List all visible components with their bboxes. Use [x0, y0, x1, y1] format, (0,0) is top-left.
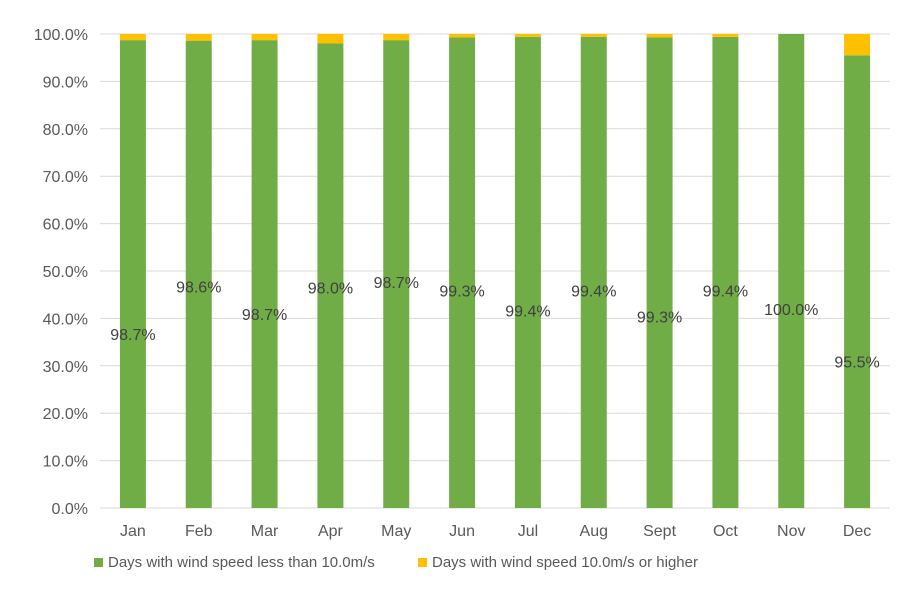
x-tick-label: Mar [251, 523, 279, 540]
data-label: 98.7% [374, 275, 419, 292]
bar-segment-below-10ms [712, 36, 739, 509]
bar-segment-below-10ms [514, 36, 541, 509]
y-tick-label: 80.0% [43, 122, 88, 139]
data-labels: 98.7% 98.6% 98.7% 98.0% 98.7% 99.3% 99.4% 99.4%… [110, 275, 880, 372]
bar-segment-10ms-or-higher [185, 34, 212, 41]
bar-segment-10ms-or-higher [317, 34, 344, 44]
bar-segment-below-10ms [251, 40, 278, 509]
x-tick-label: Apr [318, 523, 344, 540]
legend-swatch [94, 558, 103, 567]
data-label: 95.5% [834, 355, 879, 372]
bar-segment-below-10ms [844, 55, 871, 508]
x-tick-label: Aug [580, 523, 608, 540]
y-tick-label: 10.0% [43, 454, 88, 471]
y-tick-label: 40.0% [43, 311, 88, 328]
data-label: 98.6% [176, 279, 221, 296]
y-tick-label: 90.0% [43, 74, 88, 91]
data-label: 100.0% [764, 302, 818, 319]
data-label: 98.7% [110, 327, 155, 344]
y-tick-label: 70.0% [43, 169, 88, 186]
bar-segment-10ms-or-higher [712, 34, 739, 37]
data-label: 99.3% [439, 284, 484, 301]
y-axis-tick-labels: 0.0% 10.0% 20.0% 30.0% 40.0% 50.0% 60.0% 70.0% 8… [34, 27, 88, 518]
bars [119, 34, 871, 509]
data-label: 99.3% [637, 310, 682, 327]
x-tick-label: Nov [777, 523, 805, 540]
data-label: 99.4% [571, 283, 616, 300]
bar-segment-below-10ms [449, 37, 476, 509]
bar-segment-10ms-or-higher [844, 34, 871, 56]
x-tick-label: Sept [643, 523, 676, 540]
data-label: 98.7% [242, 307, 287, 324]
x-tick-label: Feb [185, 523, 213, 540]
y-tick-label: 30.0% [43, 359, 88, 376]
legend-label: Days with wind speed 10.0m/s or higher [432, 554, 698, 571]
y-tick-label: 50.0% [43, 264, 88, 281]
bar-segment-10ms-or-higher [449, 34, 476, 38]
bar-segment-10ms-or-higher [514, 34, 541, 37]
x-axis-tick-labels: Jan Feb Mar Apr May Jun Jul Aug Sept Oct Nov Dec [120, 523, 871, 540]
bar-segment-below-10ms [119, 40, 146, 509]
y-tick-label: 60.0% [43, 217, 88, 234]
bar-segment-10ms-or-higher [580, 34, 607, 37]
data-label: 99.4% [505, 303, 550, 320]
x-tick-label: Jun [449, 523, 475, 540]
bar-segment-10ms-or-higher [251, 34, 278, 41]
bar-segment-below-10ms [185, 40, 212, 509]
data-label: 98.0% [308, 281, 353, 298]
legend-label: Days with wind speed less than 10.0m/s [108, 554, 375, 571]
y-tick-label: 100.0% [34, 27, 88, 44]
bar-segment-10ms-or-higher [119, 34, 146, 41]
legend-swatch [418, 558, 427, 567]
data-label: 99.4% [703, 283, 748, 300]
x-tick-label: May [381, 523, 411, 540]
x-tick-label: Jan [120, 523, 146, 540]
x-tick-label: Oct [713, 523, 738, 540]
y-tick-label: 20.0% [43, 406, 88, 423]
legend: Days with wind speed less than 10.0m/s Da… [94, 554, 698, 571]
bar-segment-below-10ms [646, 37, 673, 509]
bar-segment-below-10ms [778, 34, 805, 508]
x-tick-label: Dec [843, 523, 871, 540]
bar-segment-below-10ms [580, 36, 607, 509]
x-tick-label: Jul [518, 523, 538, 540]
bar-segment-below-10ms [383, 40, 410, 509]
bar-segment-10ms-or-higher [646, 34, 673, 38]
bar-segment-below-10ms [317, 43, 344, 508]
bar-segment-10ms-or-higher [383, 34, 410, 41]
y-tick-label: 0.0% [52, 501, 88, 518]
gridlines [100, 33, 890, 509]
